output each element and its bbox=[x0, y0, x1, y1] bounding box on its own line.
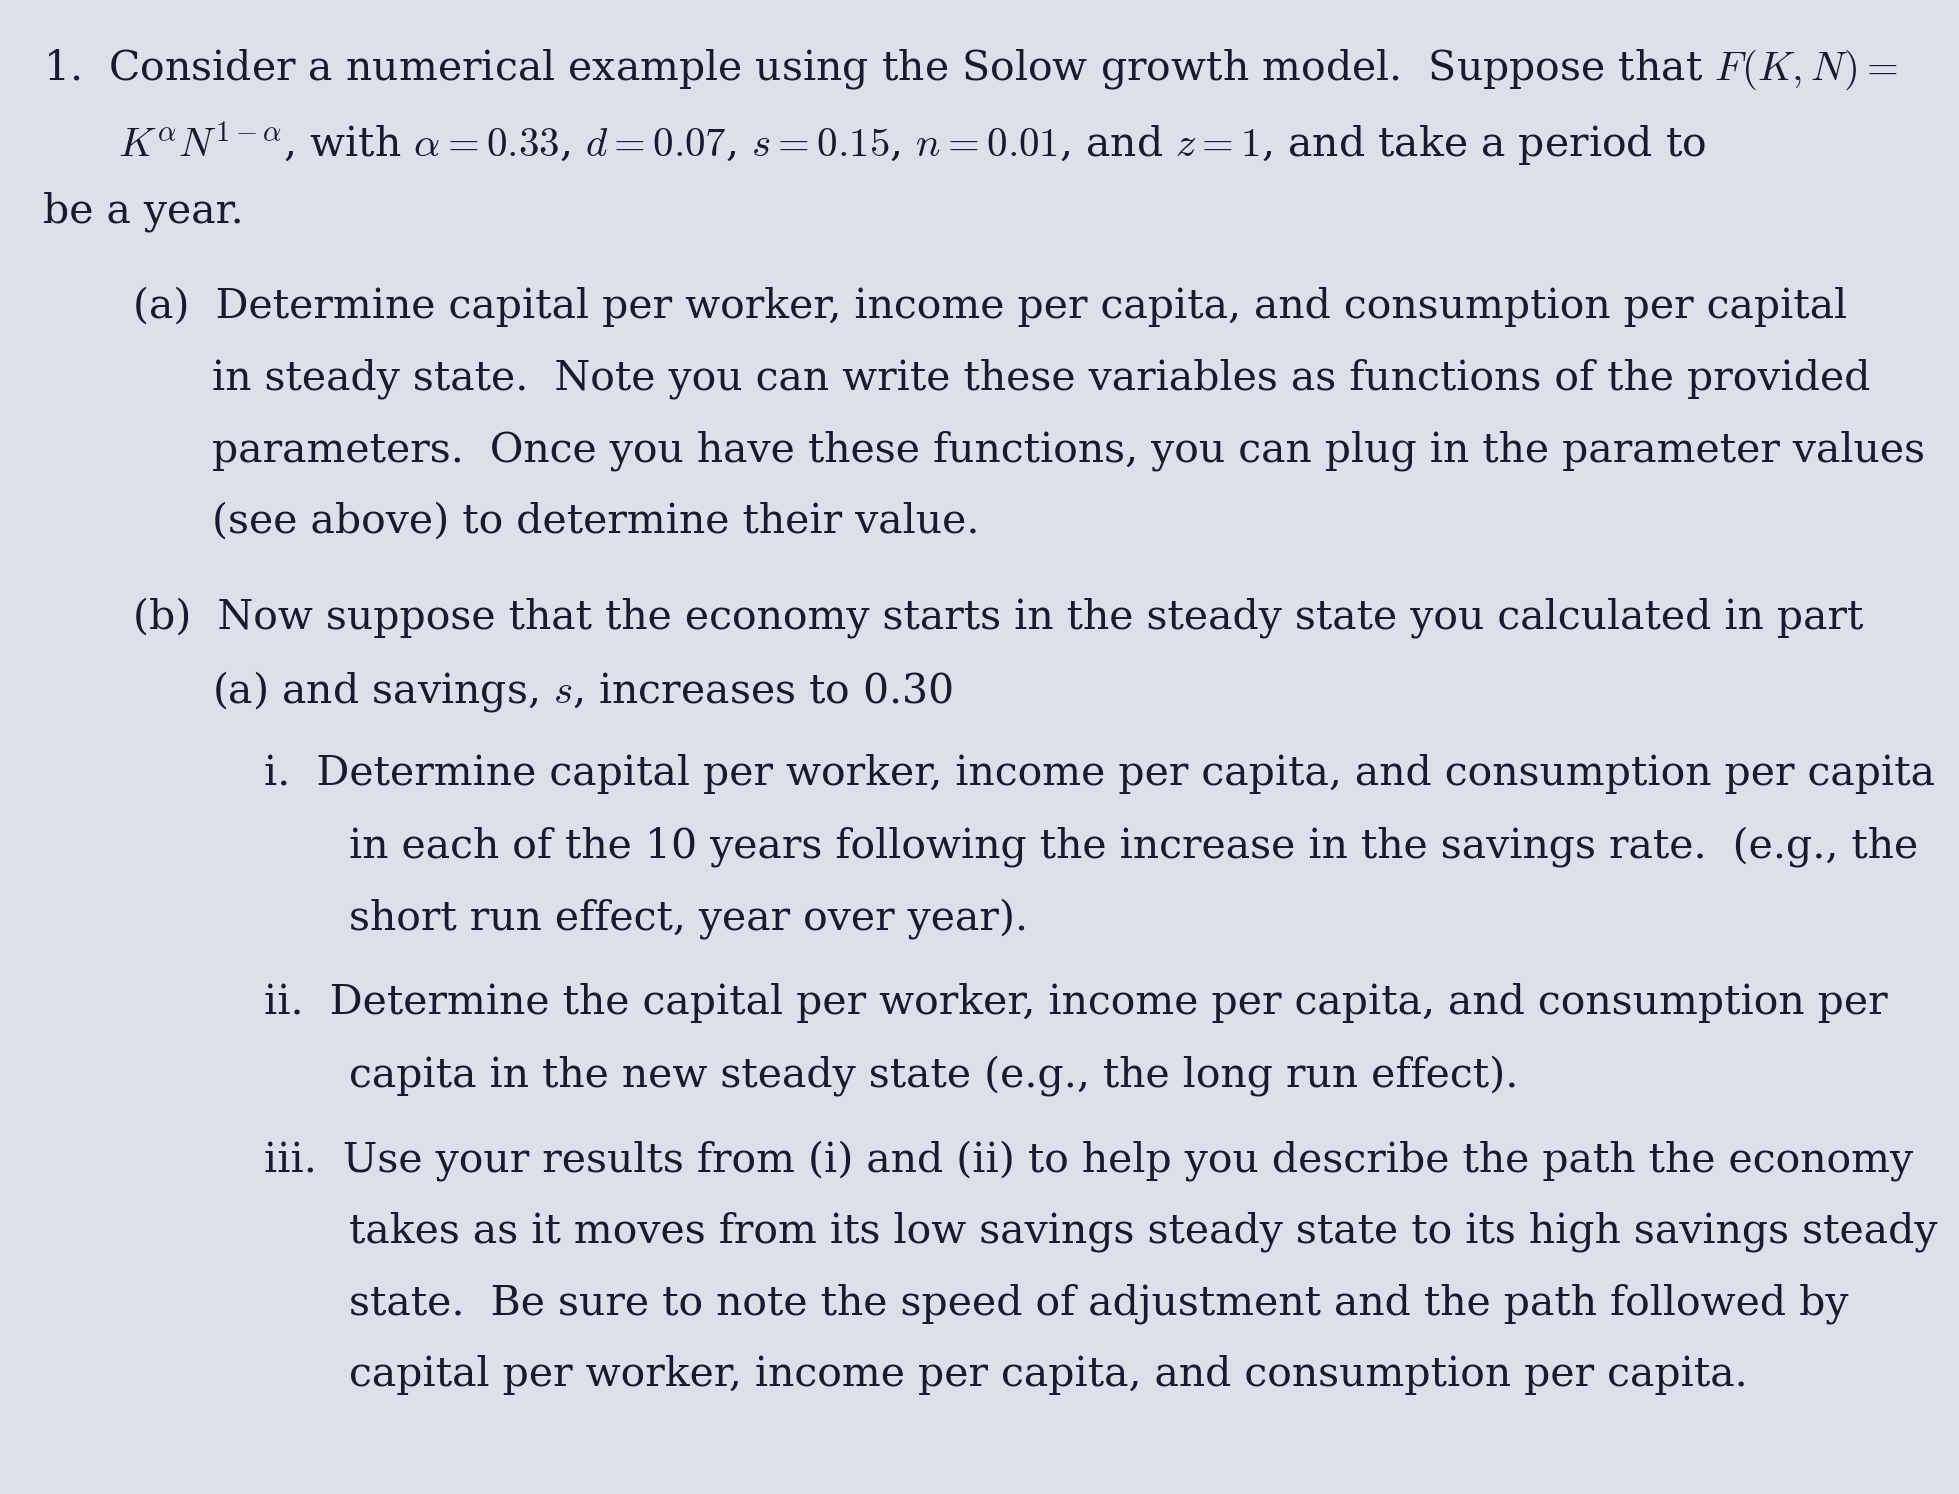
Text: (b)  Now suppose that the economy starts in the steady state you calculated in p: (b) Now suppose that the economy starts … bbox=[133, 598, 1863, 638]
Text: parameters.  Once you have these functions, you can plug in the parameter values: parameters. Once you have these function… bbox=[212, 430, 1924, 471]
Text: iii.  Use your results from (i) and (ii) to help you describe the path the econo: iii. Use your results from (i) and (ii) … bbox=[264, 1140, 1914, 1180]
Text: short run effect, year over year).: short run effect, year over year). bbox=[349, 898, 1028, 938]
Text: ii.  Determine the capital per worker, income per capita, and consumption per: ii. Determine the capital per worker, in… bbox=[264, 983, 1888, 1023]
Text: (see above) to determine their value.: (see above) to determine their value. bbox=[212, 502, 980, 542]
Text: 1.  Consider a numerical example using the Solow growth model.  Suppose that $F(: 1. Consider a numerical example using th… bbox=[43, 48, 1898, 93]
Text: state.  Be sure to note the speed of adjustment and the path followed by: state. Be sure to note the speed of adju… bbox=[349, 1283, 1847, 1324]
Text: i.  Determine capital per worker, income per capita, and consumption per capita: i. Determine capital per worker, income … bbox=[264, 754, 1935, 795]
Text: in steady state.  Note you can write these variables as functions of the provide: in steady state. Note you can write thes… bbox=[212, 359, 1871, 399]
Text: capital per worker, income per capita, and consumption per capita.: capital per worker, income per capita, a… bbox=[349, 1355, 1747, 1395]
Text: (a) and savings, $s$, increases to 0.30: (a) and savings, $s$, increases to 0.30 bbox=[212, 669, 952, 714]
Text: capita in the new steady state (e.g., the long run effect).: capita in the new steady state (e.g., th… bbox=[349, 1055, 1518, 1095]
Text: in each of the 10 years following the increase in the savings rate.  (e.g., the: in each of the 10 years following the in… bbox=[349, 826, 1918, 867]
Text: (a)  Determine capital per worker, income per capita, and consumption per capita: (a) Determine capital per worker, income… bbox=[133, 287, 1847, 327]
Text: takes as it moves from its low savings steady state to its high savings steady: takes as it moves from its low savings s… bbox=[349, 1212, 1937, 1252]
Text: $K^{\alpha}N^{1-\alpha}$, with $\alpha = 0.33$, $d = 0.07$, $s = 0.15$, $n = 0.0: $K^{\alpha}N^{1-\alpha}$, with $\alpha =… bbox=[118, 120, 1706, 169]
Text: be a year.: be a year. bbox=[43, 191, 243, 232]
